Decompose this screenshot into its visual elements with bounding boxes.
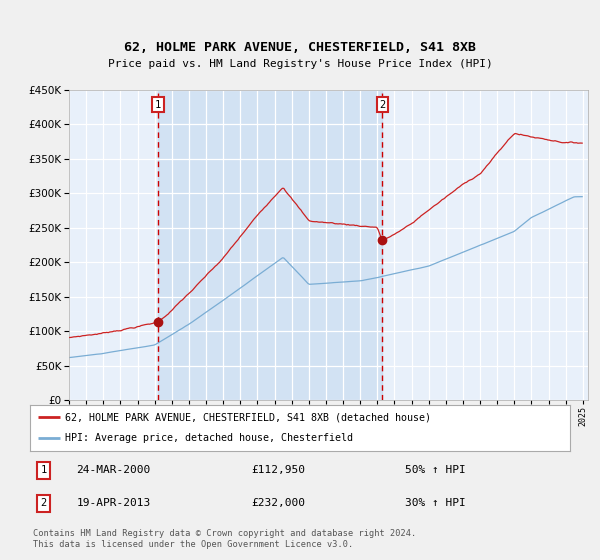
Text: 1: 1 (155, 100, 161, 110)
Text: 62, HOLME PARK AVENUE, CHESTERFIELD, S41 8XB (detached house): 62, HOLME PARK AVENUE, CHESTERFIELD, S41… (65, 412, 431, 422)
Text: HPI: Average price, detached house, Chesterfield: HPI: Average price, detached house, Ches… (65, 433, 353, 444)
Text: 19-APR-2013: 19-APR-2013 (77, 498, 151, 508)
Text: 1: 1 (40, 465, 47, 475)
Text: £112,950: £112,950 (251, 465, 305, 475)
Text: £232,000: £232,000 (251, 498, 305, 508)
Text: Contains HM Land Registry data © Crown copyright and database right 2024.
This d: Contains HM Land Registry data © Crown c… (33, 529, 416, 549)
Text: 2: 2 (40, 498, 47, 508)
Bar (158, 90, 382, 400)
Text: 24-MAR-2000: 24-MAR-2000 (77, 465, 151, 475)
Text: 50% ↑ HPI: 50% ↑ HPI (404, 465, 466, 475)
Text: Price paid vs. HM Land Registry's House Price Index (HPI): Price paid vs. HM Land Registry's House … (107, 59, 493, 69)
Text: 30% ↑ HPI: 30% ↑ HPI (404, 498, 466, 508)
Text: 62, HOLME PARK AVENUE, CHESTERFIELD, S41 8XB: 62, HOLME PARK AVENUE, CHESTERFIELD, S41… (124, 41, 476, 54)
Text: 2: 2 (379, 100, 385, 110)
